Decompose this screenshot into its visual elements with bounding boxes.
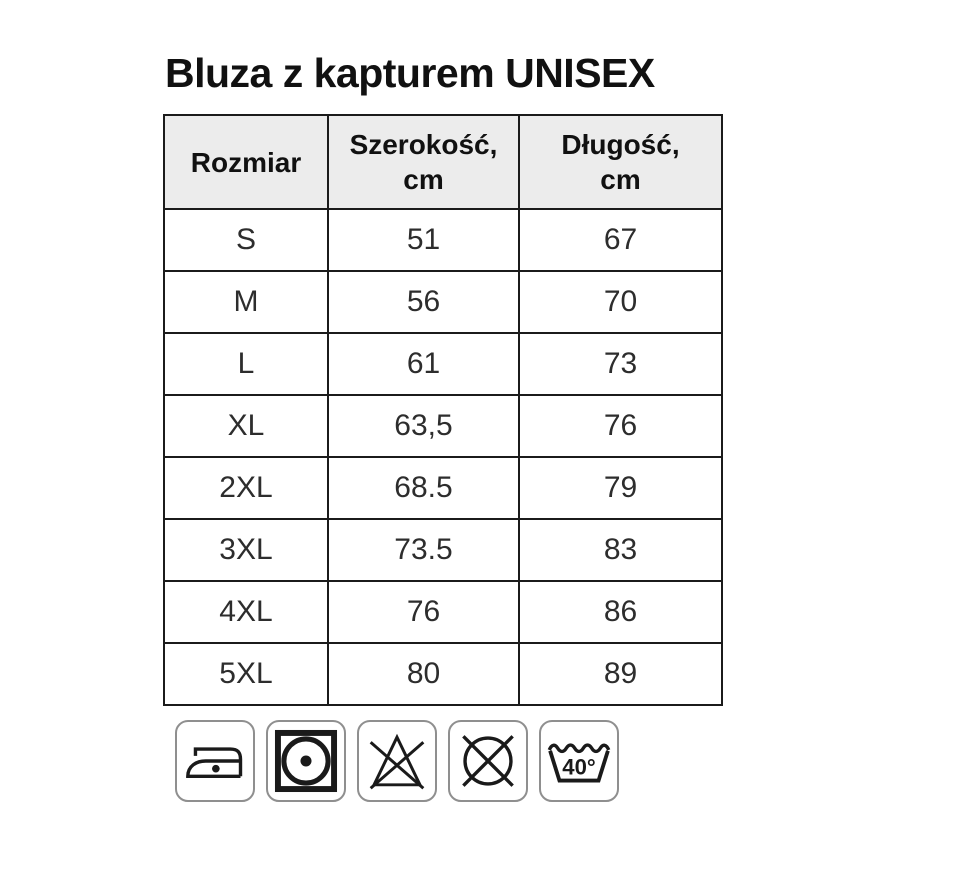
length-cell: 83 xyxy=(518,518,723,582)
size-chart-page: Bluza z kapturem UNISEX Rozmiar Szerokoś… xyxy=(163,50,723,802)
do-not-bleach-icon xyxy=(369,733,425,790)
table-row: M 56 70 xyxy=(163,270,723,334)
table-row: 5XL 80 89 xyxy=(163,642,723,706)
care-box-wash-40: 40° xyxy=(539,720,619,802)
length-cell: 70 xyxy=(518,270,723,334)
do-not-dry-clean-icon xyxy=(462,735,514,787)
width-cell: 76 xyxy=(327,580,520,644)
size-cell: 3XL xyxy=(163,518,329,582)
size-table: Rozmiar Szerokość, cm Długość, cm S 51 6… xyxy=(163,114,723,706)
table-row: L 61 73 xyxy=(163,332,723,396)
length-cell: 76 xyxy=(518,394,723,458)
care-box-tumble-dry xyxy=(266,720,346,802)
length-cell: 89 xyxy=(518,642,723,706)
table-row: XL 63,5 76 xyxy=(163,394,723,458)
width-cell: 68.5 xyxy=(327,456,520,520)
page-title: Bluza z kapturem UNISEX xyxy=(165,50,655,96)
table-row: 3XL 73.5 83 xyxy=(163,518,723,582)
table-header-row: Rozmiar Szerokość, cm Długość, cm xyxy=(163,114,723,210)
size-cell: S xyxy=(163,208,329,272)
care-box-do-not-dry-clean xyxy=(448,720,528,802)
column-header-length: Długość, cm xyxy=(518,114,723,210)
width-cell: 80 xyxy=(327,642,520,706)
tumble-dry-low-heat-icon xyxy=(274,729,338,793)
width-cell: 63,5 xyxy=(327,394,520,458)
size-cell: 4XL xyxy=(163,580,329,644)
size-cell: M xyxy=(163,270,329,334)
width-cell: 61 xyxy=(327,332,520,396)
length-cell: 67 xyxy=(518,208,723,272)
table-row: 4XL 76 86 xyxy=(163,580,723,644)
width-cell: 51 xyxy=(327,208,520,272)
length-cell: 86 xyxy=(518,580,723,644)
care-icons-row: 40° xyxy=(175,720,723,802)
size-cell: 5XL xyxy=(163,642,329,706)
length-cell: 73 xyxy=(518,332,723,396)
table-row: 2XL 68.5 79 xyxy=(163,456,723,520)
table-row: S 51 67 xyxy=(163,208,723,272)
width-cell: 56 xyxy=(327,270,520,334)
column-header-width: Szerokość, cm xyxy=(327,114,520,210)
wash-temp-label: 40° xyxy=(562,755,595,780)
machine-wash-40-icon: 40° xyxy=(547,743,611,783)
width-cell: 73.5 xyxy=(327,518,520,582)
size-cell: L xyxy=(163,332,329,396)
column-header-size: Rozmiar xyxy=(163,114,329,210)
length-cell: 79 xyxy=(518,456,723,520)
size-cell: XL xyxy=(163,394,329,458)
care-box-do-not-bleach xyxy=(357,720,437,802)
iron-low-temp-icon xyxy=(186,747,243,778)
care-box-iron xyxy=(175,720,255,802)
size-cell: 2XL xyxy=(163,456,329,520)
